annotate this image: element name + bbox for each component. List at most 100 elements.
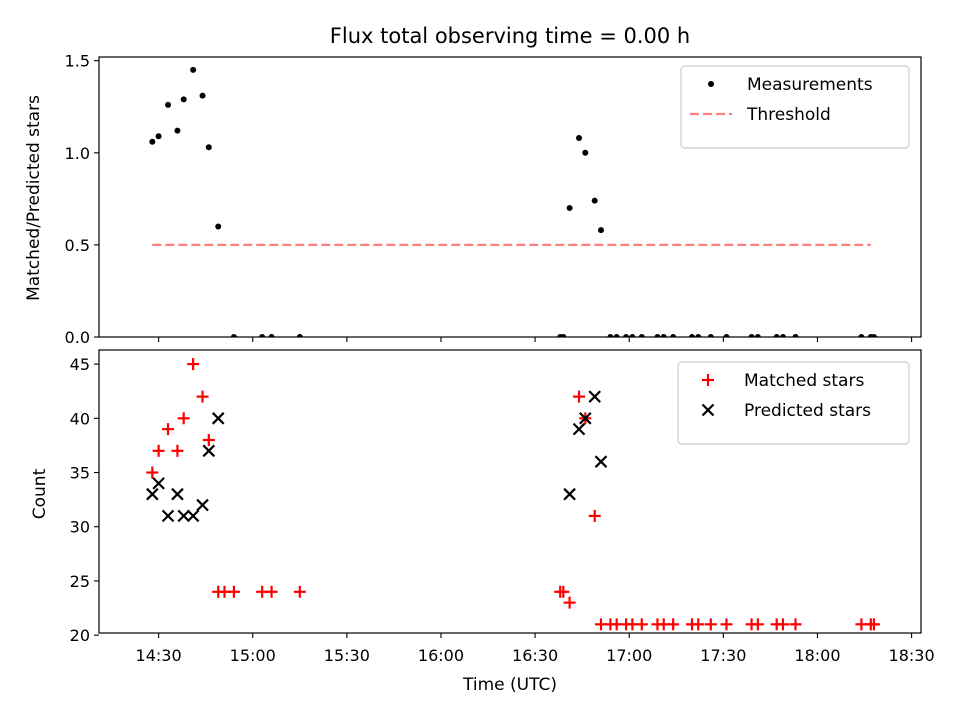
matched-stars-point: [227, 585, 240, 598]
y-axis-label: Count: [30, 468, 50, 519]
measurements-point: [296, 334, 303, 337]
measurements-point: [773, 334, 780, 337]
matched-stars-point: [563, 596, 576, 609]
matched-stars-point: [776, 618, 789, 631]
measurements-point: [576, 135, 583, 142]
measurements-point: [779, 334, 786, 337]
matched-stars-point: [265, 585, 278, 598]
predicted-stars-point: [177, 509, 190, 523]
measurements-point: [623, 334, 630, 337]
matched-stars-point: [162, 423, 175, 436]
x-tick-label: 17:00: [606, 646, 652, 665]
measurements-point: [190, 66, 197, 73]
plot-area: [146, 358, 880, 631]
matched-stars-point: [171, 444, 184, 457]
y-tick-label: 25: [70, 572, 90, 591]
matched-stars-point: [196, 390, 209, 403]
predicted-stars-point: [171, 487, 184, 501]
x-tick-label: 14:30: [136, 646, 182, 665]
matched-stars-point: [146, 466, 159, 479]
legend-swatch-measurements: [708, 81, 714, 87]
measurements-point: [199, 92, 206, 99]
matched-stars-point: [789, 618, 802, 631]
count-legend: Matched stars Predicted stars: [677, 361, 910, 445]
legend-swatch-matched-stars: [702, 374, 714, 386]
predicted-stars-point: [579, 412, 592, 425]
measurements-point: [607, 334, 614, 337]
matched-stars-point: [704, 618, 717, 631]
legend-box: [677, 361, 910, 445]
measurements-point: [870, 334, 877, 337]
y-tick-label: 45: [70, 355, 90, 374]
predicted-stars-point: [588, 390, 601, 403]
ratio-marks: [149, 66, 877, 337]
legend-label-measurements: Measurements: [747, 75, 873, 95]
matched-stars-point: [751, 618, 764, 631]
matched-stars-point: [202, 433, 215, 446]
measurements-point: [165, 101, 172, 108]
predicted-stars-point: [146, 487, 159, 501]
x-axis-label: Time (UTC): [462, 675, 557, 695]
predicted-stars-point: [202, 444, 216, 458]
ratio-legend: Measurements Threshold: [680, 65, 910, 149]
matched-stars-point: [152, 444, 165, 457]
legend-label-predicted-stars: Predicted stars: [744, 401, 871, 421]
ratio-panel: Matched/Predicted stars 0.0 0.5 1.0 1.5 Mea…: [24, 52, 922, 347]
predicted-stars-point: [161, 509, 175, 523]
x-tick-label: 15:30: [324, 646, 370, 665]
matched-stars-point: [692, 618, 705, 631]
measurements-point: [560, 334, 567, 337]
measurements-point: [754, 334, 761, 337]
legend-label-matched-stars: Matched stars: [744, 371, 864, 391]
measurements-point: [259, 334, 266, 337]
x-tick-label: 18:30: [889, 646, 935, 665]
matched-stars-point: [557, 585, 570, 598]
predicted-stars-point: [563, 487, 576, 501]
matched-stars-point: [867, 618, 880, 631]
y-tick-label: 35: [70, 464, 90, 483]
x-tick-label: 17:30: [700, 646, 746, 665]
measurements-point: [591, 197, 598, 204]
legend-label-threshold: Threshold: [746, 105, 831, 125]
measurements-point: [205, 144, 212, 151]
predicted-stars-point: [211, 412, 225, 425]
measurements-point: [688, 334, 695, 337]
measurements-point: [582, 149, 589, 156]
matched-stars-point: [667, 618, 680, 631]
predicted-stars-point: [152, 477, 165, 490]
measurements-point: [268, 334, 275, 337]
measurements-point: [613, 334, 620, 337]
count-panel: Count Time (UTC) 20 25 30 35 40 45 14:30 15:00 1…: [30, 349, 935, 695]
matched-stars-point: [588, 509, 601, 522]
x-tick-label: 16:30: [512, 646, 558, 665]
measurements-point: [230, 334, 237, 337]
predicted-stars-point: [196, 498, 209, 512]
measurements-point: [792, 334, 799, 337]
count-ticks: 20 25 30 35 40 45 14:30 15:00 15:30 16:00 16:30 17:…: [70, 355, 935, 665]
y-tick-label: 20: [70, 626, 90, 645]
measurements-point: [215, 223, 222, 230]
count-marks: [146, 358, 880, 631]
y-tick-label: 1.0: [65, 144, 90, 163]
y-tick-label: 30: [70, 518, 90, 537]
measurements-point: [638, 334, 645, 337]
predicted-stars-point: [572, 422, 586, 436]
matched-stars-point: [177, 412, 190, 425]
matched-stars-point: [187, 358, 200, 371]
predicted-stars-point: [594, 455, 608, 468]
count-axes-frame: [98, 349, 922, 634]
predicted-stars-point: [186, 509, 200, 523]
measurements-point: [174, 127, 181, 134]
y-tick-label: 40: [70, 409, 90, 428]
legend-swatch-predicted-stars: [701, 403, 715, 417]
measurements-point: [670, 334, 677, 337]
measurements-point: [629, 334, 636, 337]
y-axis-label: Matched/Predicted stars: [24, 95, 44, 301]
measurements-point: [707, 334, 714, 337]
x-tick-label: 18:00: [794, 646, 840, 665]
measurements-point: [155, 133, 162, 140]
measurements-point: [723, 334, 730, 337]
y-tick-label: 0.5: [65, 236, 90, 255]
y-tick-label: 1.5: [65, 52, 90, 71]
